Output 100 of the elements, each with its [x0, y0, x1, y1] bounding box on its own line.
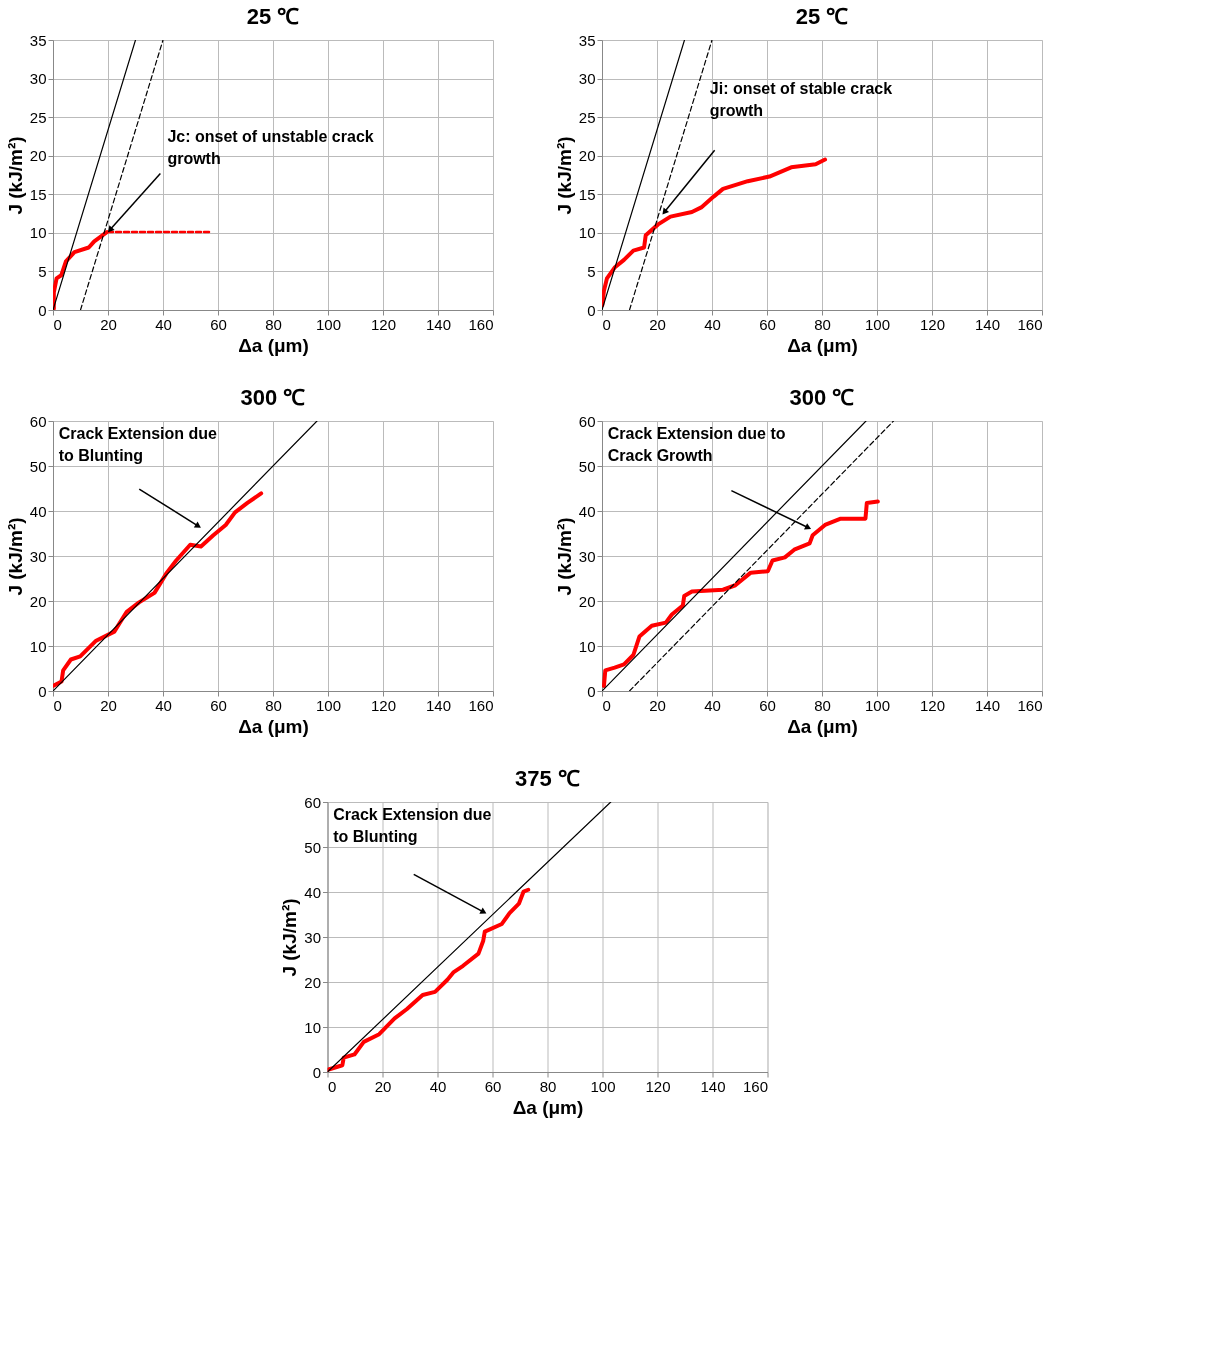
y-tick-label: 30 [29, 547, 47, 565]
x-tick-label: 140 [974, 696, 1001, 714]
y-tick-label: 20 [578, 592, 596, 610]
y-axis-title: J (kJ/m²) [4, 517, 26, 596]
x-tick-label: 0 [53, 315, 62, 333]
line-series [602, 499, 880, 689]
y-tick-label: 0 [587, 682, 596, 700]
y-axis-title: J (kJ/m²) [553, 517, 575, 596]
chart-title: 25 ℃ [246, 4, 300, 29]
x-tick-label: 100 [864, 696, 891, 714]
x-tick-label: 140 [974, 315, 1001, 333]
chart-title: 300 ℃ [789, 385, 855, 410]
y-tick-label: 5 [587, 262, 596, 280]
x-tick-label: 80 [814, 696, 831, 714]
x-tick-label: 120 [919, 315, 946, 333]
y-tick-label: 25 [29, 108, 47, 126]
x-tick-label: 120 [370, 315, 397, 333]
x-tick-label: 160 [1017, 696, 1043, 714]
x-tick-label: 60 [484, 1077, 502, 1095]
x-tick-label: 120 [370, 696, 397, 714]
x-tick-label: 120 [645, 1077, 671, 1095]
x-tick-label: 160 [1017, 315, 1043, 333]
chart-title: 25 ℃ [795, 4, 849, 29]
x-axis-title: Δa (μm) [238, 334, 309, 356]
y-tick-label: 25 [578, 108, 596, 126]
x-tick-label: 160 [468, 315, 494, 333]
y-tick-label: 0 [312, 1063, 321, 1081]
x-tick-label: 40 [155, 315, 172, 333]
y-tick-label: 20 [29, 592, 47, 610]
y-tick-label: 10 [578, 224, 596, 242]
y-tick-label: 60 [29, 412, 47, 430]
annotation: Ji: onset of stable crack growth [709, 79, 893, 119]
y-tick-label: 15 [29, 185, 47, 203]
y-tick-label: 5 [38, 262, 47, 280]
line-series [53, 491, 264, 688]
y-tick-label: 40 [304, 883, 321, 901]
x-tick-label: 140 [700, 1077, 726, 1095]
x-axis-title: Δa (μm) [238, 715, 309, 737]
x-axis-title: Δa (μm) [512, 1096, 584, 1118]
y-axis-title: J (kJ/m²) [279, 898, 301, 977]
x-tick-label: 0 [602, 315, 611, 333]
x-tick-label: 80 [814, 315, 831, 333]
y-tick-label: 40 [578, 502, 596, 520]
y-tick-label: 10 [304, 1018, 321, 1036]
y-tick-label: 30 [304, 928, 321, 946]
y-tick-label: 50 [578, 457, 596, 475]
annotation: Crack Extension due to Blunting [333, 806, 492, 846]
y-axis-title: J (kJ/m²) [553, 136, 575, 215]
y-tick-label: 10 [29, 224, 47, 242]
x-tick-label: 20 [649, 696, 666, 714]
x-axis-title: Δa (μm) [787, 334, 858, 356]
x-tick-label: 60 [759, 696, 776, 714]
y-tick-label: 60 [304, 793, 321, 811]
chart-title: 375 ℃ [515, 766, 580, 791]
x-tick-label: 60 [210, 696, 227, 714]
x-tick-label: 40 [704, 315, 721, 333]
y-tick-label: 50 [304, 838, 321, 856]
y-tick-label: 10 [29, 637, 47, 655]
y-tick-label: 20 [304, 973, 321, 991]
y-tick-label: 0 [38, 682, 47, 700]
line-series [602, 157, 828, 308]
y-tick-label: 30 [578, 70, 596, 88]
y-tick-label: 0 [587, 301, 596, 319]
y-tick-label: 40 [29, 502, 47, 520]
x-tick-label: 160 [742, 1077, 768, 1095]
x-tick-label: 100 [315, 696, 342, 714]
x-tick-label: 100 [864, 315, 891, 333]
x-tick-label: 80 [265, 315, 282, 333]
y-tick-label: 30 [29, 70, 47, 88]
y-tick-label: 50 [29, 457, 47, 475]
x-tick-label: 40 [704, 696, 721, 714]
y-tick-label: 10 [578, 637, 596, 655]
x-tick-label: 40 [429, 1077, 447, 1095]
x-tick-label: 140 [425, 696, 452, 714]
x-tick-label: 100 [590, 1077, 616, 1095]
y-tick-label: 60 [578, 412, 596, 430]
x-tick-label: 120 [919, 696, 946, 714]
y-tick-label: 0 [38, 301, 47, 319]
x-tick-label: 20 [649, 315, 666, 333]
x-tick-label: 0 [328, 1077, 337, 1095]
y-tick-label: 35 [578, 31, 596, 49]
y-tick-label: 30 [578, 547, 596, 565]
y-tick-label: 20 [578, 147, 596, 165]
x-tick-label: 20 [100, 696, 117, 714]
x-tick-label: 80 [265, 696, 282, 714]
annotation: Crack Extension due to Blunting [58, 425, 218, 465]
x-tick-label: 0 [53, 696, 62, 714]
x-tick-label: 0 [602, 696, 611, 714]
x-tick-label: 20 [374, 1077, 392, 1095]
x-tick-label: 60 [210, 315, 227, 333]
y-tick-label: 35 [29, 31, 47, 49]
x-tick-label: 20 [100, 315, 117, 333]
x-tick-label: 60 [759, 315, 776, 333]
line-series [327, 887, 531, 1072]
y-axis-title: J (kJ/m²) [4, 136, 26, 215]
x-axis-title: Δa (μm) [787, 715, 858, 737]
y-tick-label: 15 [578, 185, 596, 203]
x-tick-label: 160 [468, 696, 494, 714]
x-tick-label: 80 [539, 1077, 557, 1095]
y-tick-label: 20 [29, 147, 47, 165]
